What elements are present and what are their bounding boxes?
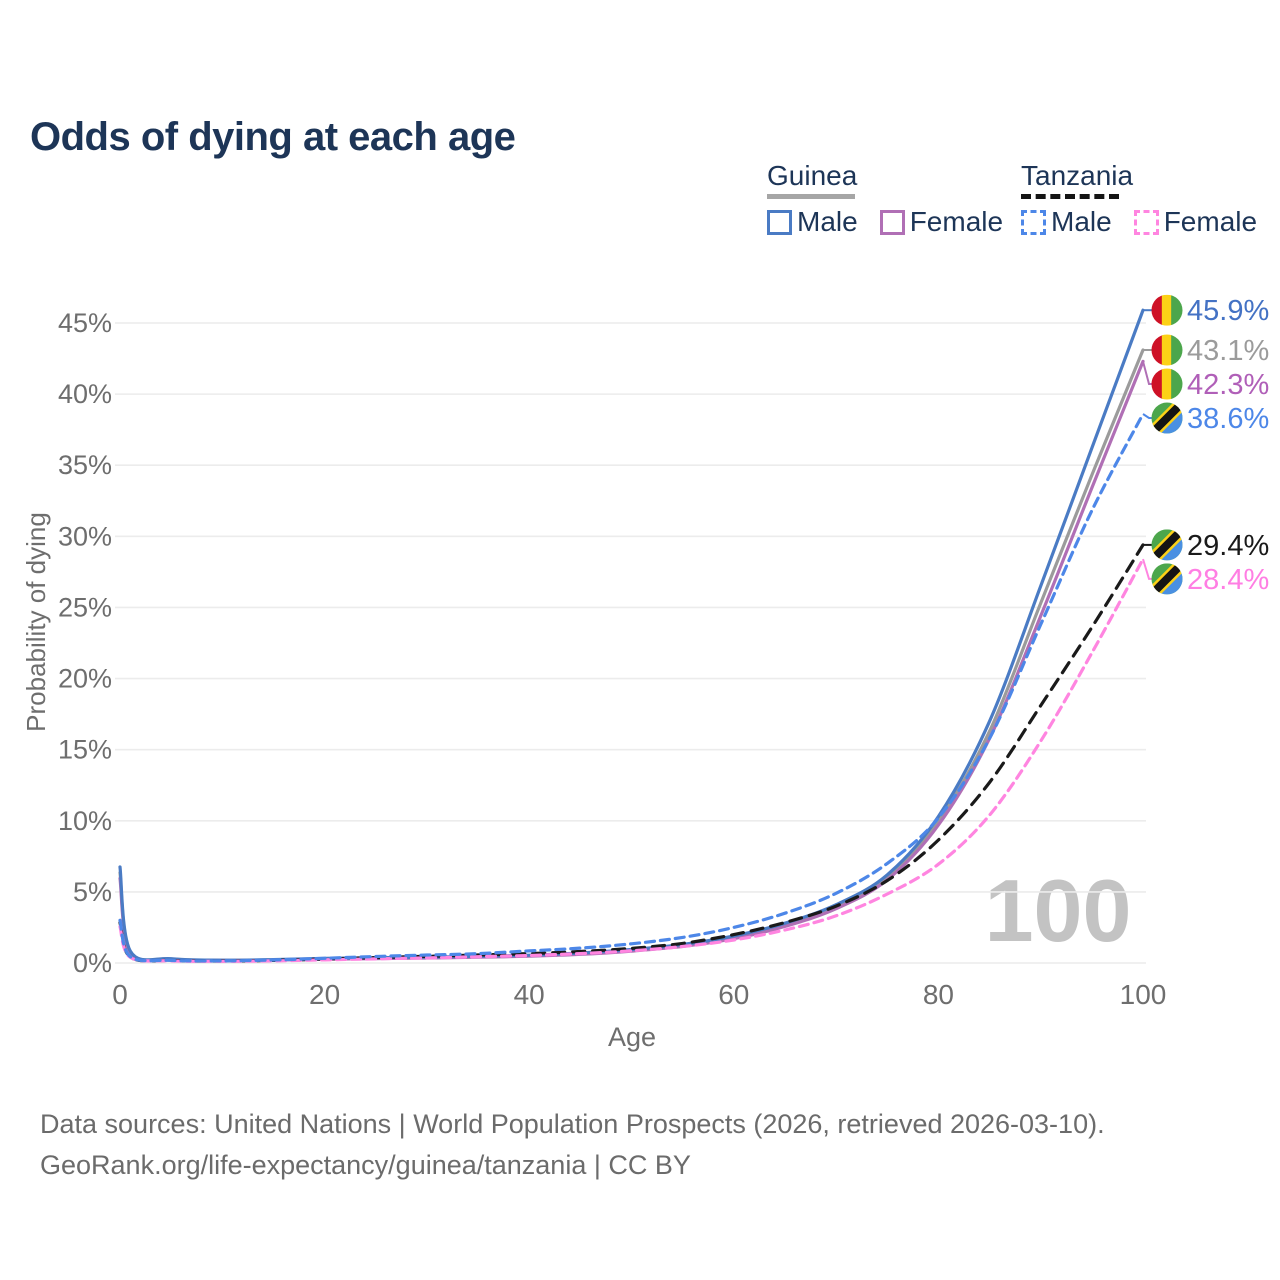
legend-label-guinea-male: Male [797,206,858,237]
y-tick-25: 25% [58,592,112,622]
y-tick-35: 35% [58,450,112,480]
end-connector-tanzania-male [1142,413,1153,419]
chart-legend: Guinea Male Female Tanzania Male Female [0,160,1280,250]
end-value-guinea-male: 45.9% [1187,295,1269,327]
tanzania-flag-icon [1151,529,1183,561]
y-tick-5: 5% [73,877,112,907]
y-tick-10: 10% [58,806,112,836]
end-value-guinea-female: 42.3% [1187,369,1269,401]
end-connector-tanzania-female [1142,558,1153,580]
legend-country-tanzania[interactable]: Tanzania [1021,160,1134,191]
tanzania-male-swatch-icon [1021,209,1046,235]
gridlines [115,322,1146,964]
legend-rule-tanzania [1021,194,1119,199]
age-counter-watermark: 100 [985,861,1132,960]
x-tick-40: 40 [514,979,545,1010]
end-value-tanzania-female: 28.4% [1187,564,1269,596]
tanzania-flag-icon [1151,563,1183,595]
legend-item-guinea-male[interactable]: Male [767,206,858,238]
y-tick-0: 0% [73,948,112,978]
axis-titles: Age Probability of dying [21,512,656,1052]
legend-rule-guinea [767,194,855,199]
data-source-line: Data sources: United Nations | World Pop… [40,1109,1105,1139]
legend-item-guinea-female[interactable]: Female [879,206,1004,238]
y-axis-tick-labels: 0% 5% 10% 15% 20% 25% 30% 35% 40% 45% [58,308,112,978]
source-attribution: Data sources: United Nations | World Pop… [40,1104,1105,1186]
legend-country-guinea[interactable]: Guinea [767,160,858,191]
guinea-female-swatch-icon [879,209,905,235]
x-tick-60: 60 [718,979,749,1010]
end-value-tanzania-both: 29.4% [1187,530,1269,562]
end-value-guinea-both: 43.1% [1187,335,1269,367]
y-tick-30: 30% [58,521,112,551]
tanzania-female-swatch-icon [1133,209,1159,235]
series-line-tanzania-female[interactable] [118,557,1145,963]
tanzania-flag-icon [1151,402,1183,434]
legend-item-tanzania-female[interactable]: Female [1133,206,1258,238]
guinea-flag-icon [1151,334,1183,366]
legend-label-tanzania-male: Male [1051,206,1112,237]
x-tick-100: 100 [1120,979,1167,1010]
legend-label-guinea-female: Female [909,206,1004,237]
y-tick-40: 40% [58,379,112,409]
y-axis-title: Probability of dying [21,512,51,732]
legend-group-tanzania: Tanzania Male Female [1021,160,1257,238]
page-title: Odds of dying at each age [30,114,516,159]
x-tick-20: 20 [309,979,340,1010]
y-tick-45: 45% [58,308,112,338]
guinea-male-swatch-icon [767,209,792,235]
x-axis-tick-labels: 0 20 40 60 80 100 [112,979,1166,1010]
end-value-tanzania-male: 38.6% [1187,403,1269,435]
legend-group-guinea: Guinea Male Female [767,160,1003,238]
legend-label-tanzania-female: Female [1163,206,1258,237]
x-axis-title: Age [608,1022,656,1052]
watermark-age-100: 100 [985,861,1132,960]
series-lines [118,308,1145,963]
end-connector-guinea-female [1142,361,1153,385]
legend-item-tanzania-male[interactable]: Male [1021,206,1112,238]
guinea-flag-icon [1151,368,1183,400]
mortality-line-chart: 100 0% 5% 10% 15% 20% 25% 30% 35% 40% 45% 0 20 40 60… [21,294,1269,1052]
y-tick-15: 15% [58,735,112,765]
site-license-line[interactable]: GeoRank.org/life-expectancy/guinea/tanza… [40,1150,691,1180]
end-labels: 45.9% 43.1%42.3%38.6% 29.4%28.4% [1142,294,1269,596]
series-line-tanzania-male[interactable] [118,412,1145,963]
y-tick-20: 20% [58,664,112,694]
x-tick-0: 0 [112,979,128,1010]
guinea-flag-icon [1151,294,1183,326]
x-tick-80: 80 [923,979,954,1010]
